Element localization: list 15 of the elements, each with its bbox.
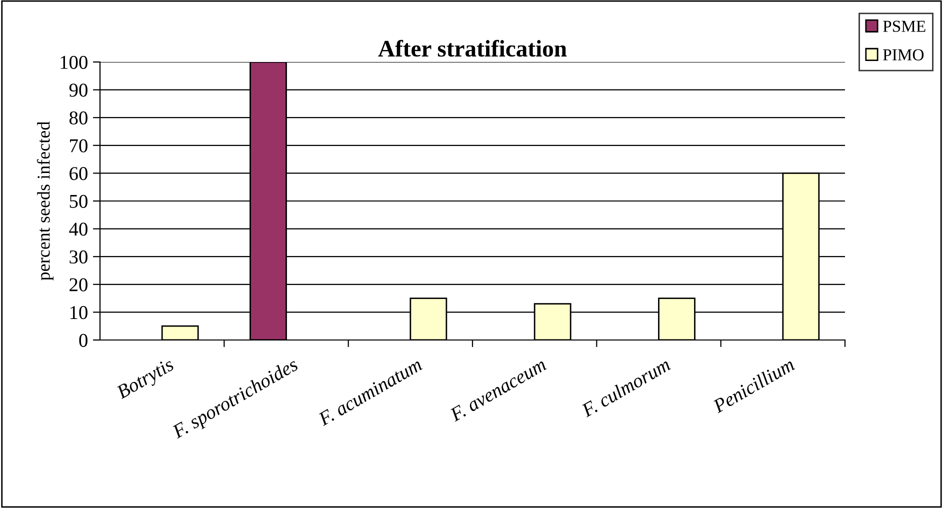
y-tick-label: 0	[79, 334, 88, 347]
y-tick-label: 40	[69, 222, 88, 236]
legend-label: PIMO	[883, 49, 924, 60]
y-tick-label: 100	[60, 56, 88, 69]
chart-title: After stratification	[378, 40, 567, 57]
y-tick-label: 10	[70, 306, 88, 320]
y-tick-label: 20	[70, 278, 88, 292]
y-tick-label: 50	[70, 194, 88, 208]
y-tick-label: 70	[70, 139, 88, 152]
y-tick-label: 60	[70, 167, 88, 180]
legend-label: PSME	[883, 20, 926, 32]
y-tick-label: 90	[69, 84, 88, 97]
y-tick-label: 30	[70, 250, 88, 264]
y-tick-label: 80	[69, 111, 88, 125]
y-axis-title: percent seeds infected	[36, 122, 54, 280]
